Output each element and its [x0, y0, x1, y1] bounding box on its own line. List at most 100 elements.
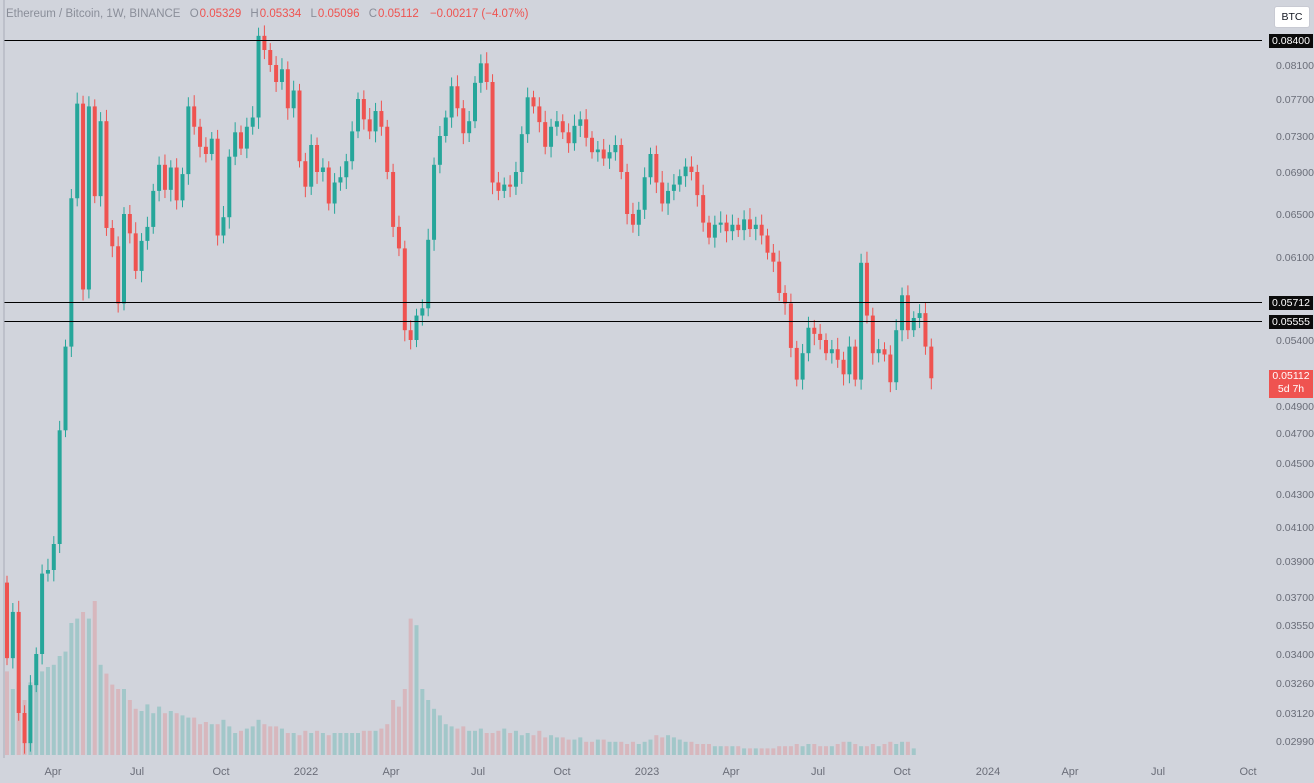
horizontal-lines[interactable] [4, 40, 1262, 322]
price-tick-label: 0.03700 [1276, 592, 1314, 604]
volume-bar [783, 746, 788, 755]
volume-bar [227, 726, 232, 755]
candle-body [274, 65, 279, 82]
volume-bar [841, 741, 846, 755]
volume-bar [162, 713, 167, 755]
volume-bar [613, 741, 618, 755]
time-tick-label: Jul [471, 766, 485, 778]
time-tick-label: Jul [811, 766, 825, 778]
candle-body [373, 111, 378, 132]
candle-body [496, 182, 501, 191]
candle-body [133, 233, 138, 271]
candle-body [297, 90, 302, 162]
candle-body [853, 346, 858, 380]
volume-bar [753, 748, 758, 755]
time-tick-label: 2024 [976, 766, 1000, 778]
volume-bar [75, 618, 80, 755]
candle-body [449, 86, 454, 118]
volume-bar [256, 719, 261, 755]
volume-bar [63, 651, 68, 755]
volume-bar [537, 730, 542, 755]
candle-body [69, 198, 74, 347]
volume-bar [543, 737, 548, 755]
time-tick-label: Apr [722, 766, 739, 778]
close-value: 0.05112 [378, 8, 419, 20]
volume-bar [888, 741, 893, 755]
candle-body [92, 106, 97, 197]
candle-body [57, 430, 62, 544]
candle-body [929, 346, 934, 379]
candle-body [718, 222, 723, 225]
candle-body [660, 182, 665, 204]
price-tick-label: 0.05400 [1276, 335, 1314, 347]
candle-body [788, 303, 793, 348]
volume-bar [794, 744, 799, 755]
time-tick-label: Oct [1239, 766, 1256, 778]
candle-body [777, 261, 782, 293]
time-tick-label: Jul [1151, 766, 1165, 778]
candle-body [180, 174, 185, 201]
candle-body [923, 313, 928, 347]
time-tick-label: Oct [893, 766, 910, 778]
candle-body [10, 611, 15, 659]
candle-body [81, 103, 86, 290]
candle-body [829, 349, 834, 354]
candle-body [262, 35, 267, 50]
low-label: L [310, 8, 317, 20]
volume-bar [432, 708, 437, 755]
volume-bar [402, 689, 407, 755]
price-axis-labels: 0.08100 0.07700 0.07300 0.06900 0.06500 0.061… [1276, 60, 1314, 748]
candle-body [707, 222, 711, 238]
volume-bar [835, 744, 840, 755]
volume-bar [695, 744, 700, 755]
candle-body [467, 121, 472, 134]
candle-body [701, 195, 706, 223]
candle-body [876, 349, 881, 354]
volume-bar [426, 700, 431, 755]
candle-body [16, 611, 21, 713]
volume-bar [788, 746, 793, 755]
volume-bar [554, 737, 559, 755]
price-tick-label: 0.03400 [1276, 649, 1314, 661]
candle-body [122, 214, 126, 304]
open-label: O [189, 8, 199, 20]
candle-body [595, 149, 600, 153]
candle-body [5, 582, 9, 659]
volume-bar [642, 741, 647, 755]
volume-bar [578, 737, 583, 755]
volume-bar [10, 689, 15, 755]
volume-bar [5, 671, 9, 755]
volume-bar [730, 746, 735, 755]
candle-body [443, 117, 448, 136]
volume-bar [320, 733, 325, 755]
volume-bar [677, 739, 682, 755]
candle-body [291, 90, 296, 109]
candle-body [379, 111, 384, 127]
volume-bar [221, 719, 226, 755]
candle-body [455, 86, 460, 109]
bar-countdown: 5d 7h [1277, 383, 1305, 395]
candle-body [613, 145, 618, 153]
currency-button[interactable]: BTC [1274, 6, 1310, 28]
candle-body [227, 156, 232, 218]
time-axis[interactable] [0, 758, 1262, 783]
price-tick-label: 0.02990 [1276, 736, 1314, 748]
candle-body [34, 654, 39, 686]
volume-bar [607, 741, 612, 755]
volume-bar [905, 741, 910, 755]
volume-bar [367, 730, 372, 755]
volume-bar [467, 730, 472, 755]
time-tick-label: 2022 [294, 766, 318, 778]
volume-bar [86, 618, 91, 755]
volume-bar [707, 744, 711, 755]
candle-body [145, 226, 150, 241]
volume-bar [864, 746, 869, 755]
candle-body [63, 346, 68, 431]
candle-body [812, 327, 817, 334]
candle-body [320, 167, 325, 172]
volume-bar [133, 708, 138, 755]
candle-body [221, 217, 226, 236]
candle-body [584, 119, 589, 138]
candle-body [391, 172, 396, 227]
